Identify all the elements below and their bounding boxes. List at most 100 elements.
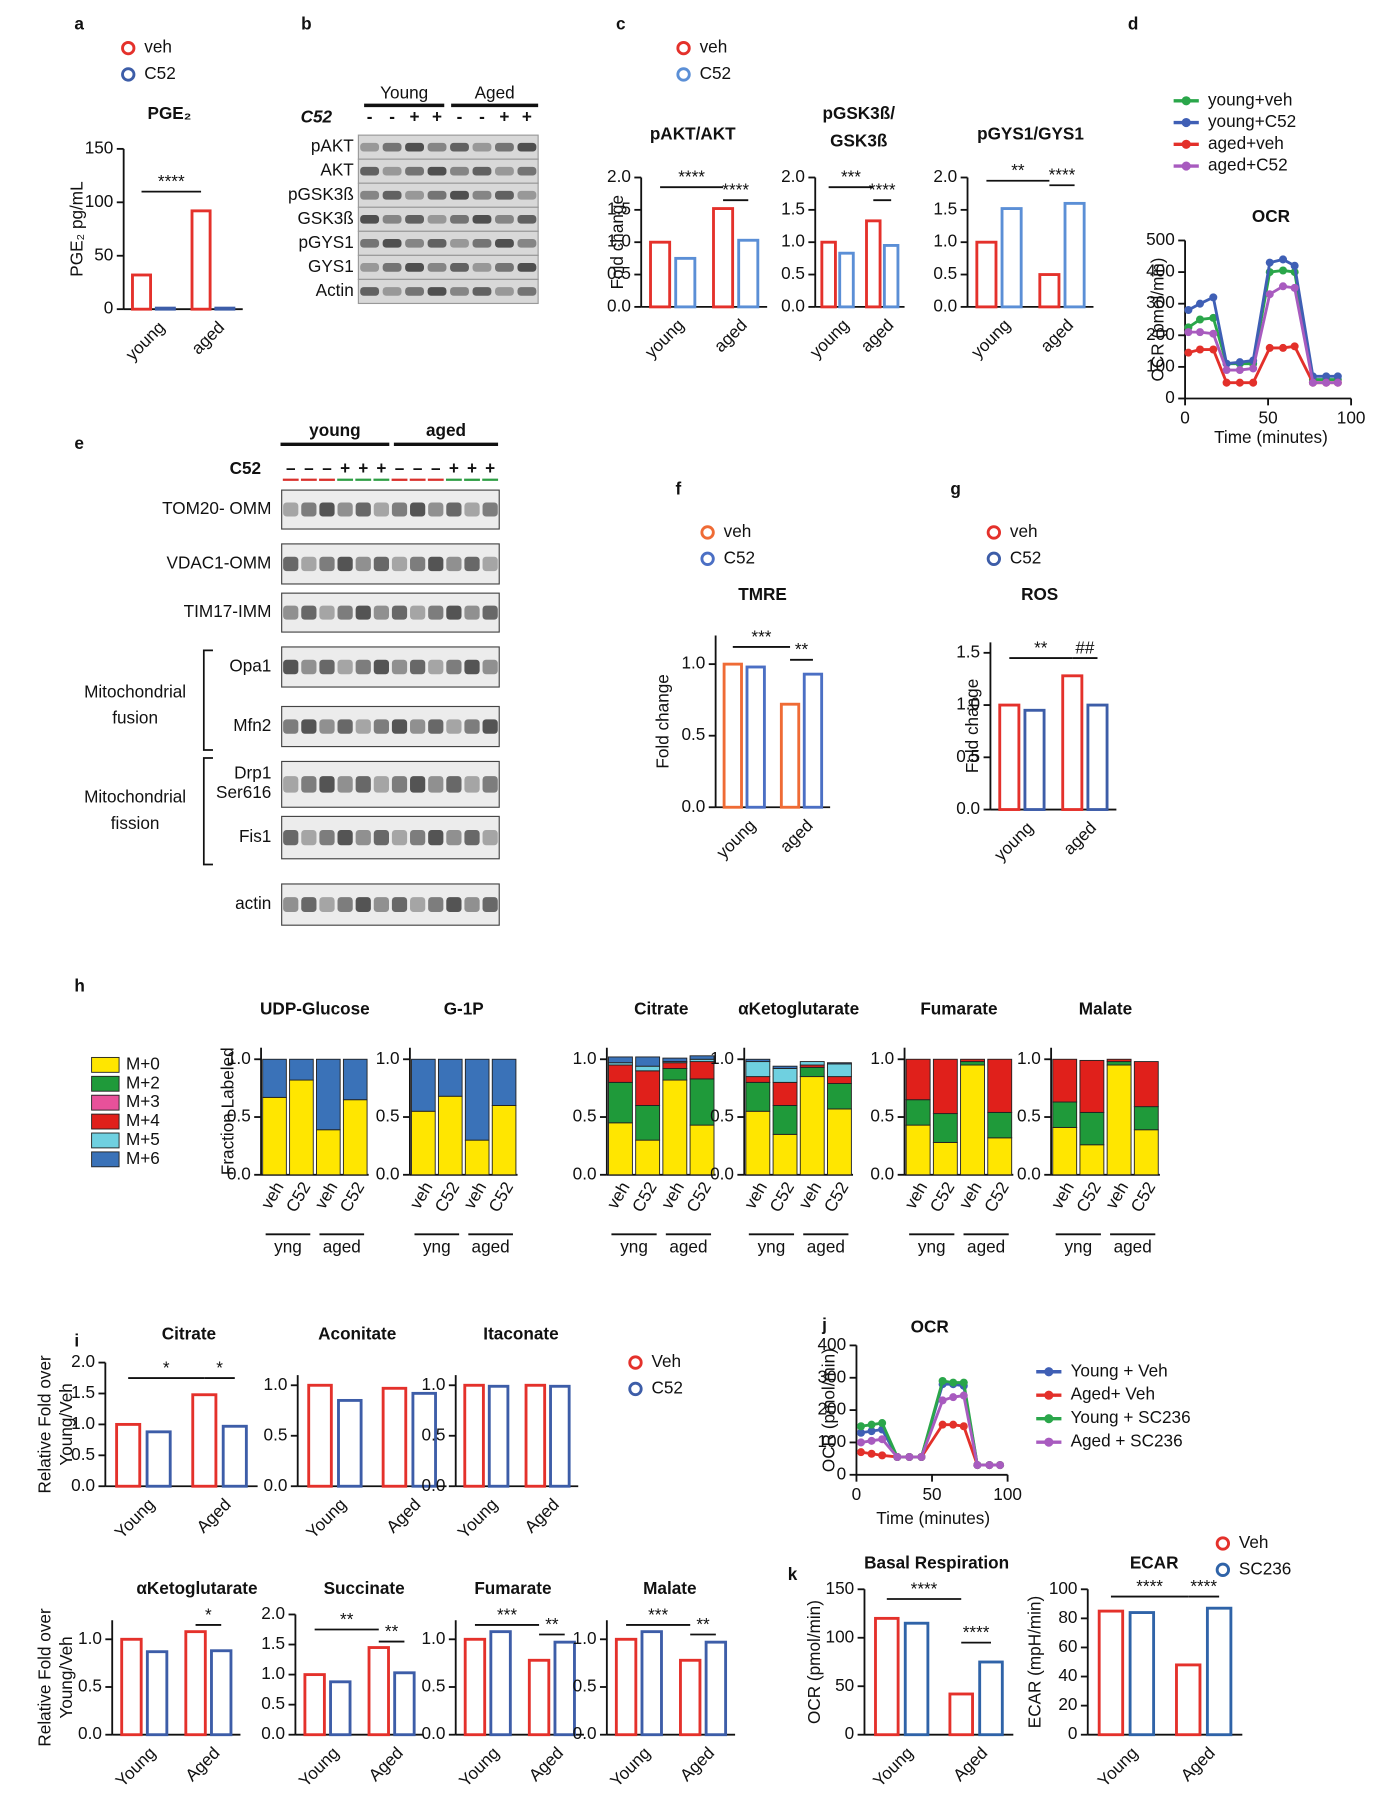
treatment-sign: – [395,458,405,478]
x-tick-label: Young [110,1494,158,1542]
significance-label: **** [678,167,705,187]
y-axis-label: Fold change [962,679,982,773]
blot-row-label: pAKT [311,136,354,156]
blot-band [472,142,492,152]
stack-segment [799,1061,825,1066]
blot-band [337,502,353,517]
blot-band [428,605,444,620]
blot-band [405,239,424,248]
y-tick-label: 0 [1068,1723,1078,1743]
blot-band [450,263,469,272]
legend-marker [1044,1390,1054,1400]
blot-band [319,776,335,793]
blot-band [301,897,317,912]
blot-band [301,719,317,734]
blot-band [410,502,426,517]
legend-marker [1215,1562,1231,1577]
x-tick-label: Aged [181,1743,223,1785]
x-tick-label: C52 [1072,1178,1105,1215]
x-tick-label: C52 [980,1178,1013,1215]
chart-title: OCR [911,1317,950,1337]
panel-label: c [616,14,626,34]
blot-band [464,776,480,793]
blot-band [517,239,537,248]
point [1235,366,1244,375]
stack-segment [905,1058,931,1101]
significance-label: *** [497,1604,517,1624]
y-tick-label: 0.0 [78,1723,102,1743]
significance-label: **** [1190,1576,1217,1596]
y-tick-label: 2.0 [71,1351,95,1371]
stack-segment [932,1141,958,1176]
stack-segment [827,1108,852,1176]
group-label: yng [1064,1237,1092,1257]
y-tick-label: 1.0 [956,694,980,714]
blot-band [427,239,447,248]
legend-label: young+veh [1208,89,1292,109]
blot-band [391,556,408,572]
blot-band [427,190,447,200]
blot-band [283,605,299,620]
stack-segment [772,1068,798,1083]
stack-segment [799,1066,825,1078]
bar [1175,1663,1202,1737]
chart-title: ROS [1021,584,1058,604]
stack-segment [262,1096,287,1176]
y-tick-label: 0.5 [573,1106,597,1126]
bar [221,1424,248,1488]
blot-band [410,556,426,572]
legend-label: SC236 [1239,1558,1291,1578]
stack-segment [635,1065,661,1072]
x-tick-label: C52 [925,1178,958,1215]
treatment-label: C52 [301,106,333,126]
x-tick-label: Aged [192,1494,234,1536]
blot-band [410,829,426,846]
legend-marker [1044,1414,1054,1424]
treatment-sign: - [389,106,395,126]
group-bracket [202,757,213,866]
bar [411,1391,437,1488]
bar [1023,708,1046,811]
blot-band [337,659,353,675]
stack-segment [608,1056,633,1064]
blot-strip [281,592,500,633]
blot-band [464,556,480,572]
blot-band [495,214,514,224]
blot-strip [281,543,500,585]
bar [1205,1606,1233,1737]
blot-header: young [309,420,360,440]
x-tick-label: aged [776,815,817,856]
blot-band [360,287,380,296]
blot-band [482,556,498,572]
y-tick-label: 2.0 [933,166,957,186]
y-axis-label: Fraction Labeled [218,1047,238,1175]
blot-band [360,190,380,200]
y-tick-label: 0.0 [681,796,705,816]
blot-band [337,829,353,846]
blot-band [464,829,480,846]
blot-band [283,659,299,675]
point [856,1428,866,1437]
bar [184,1630,207,1737]
point [1196,345,1205,354]
y-axis-label: OCR (pmol/min) [819,1348,839,1472]
blot-band [373,605,389,620]
significance-label: ** [1034,637,1048,657]
point [1184,348,1193,357]
blot-band [464,719,480,734]
point [1279,266,1288,275]
legend-label: M+5 [126,1129,160,1149]
blot-band [360,142,380,152]
panel-label: g [950,479,960,499]
blot-band [482,776,498,793]
blot-band [382,190,402,200]
stack-segment [1052,1058,1078,1103]
stack-segment [316,1129,341,1176]
stack-segment [635,1070,661,1106]
bar [737,238,760,309]
x-tick-label: Young [1093,1743,1141,1791]
blot-band [464,605,480,620]
point [996,1461,1005,1470]
blot-band [495,142,514,152]
y-tick-label: 0.5 [422,1424,446,1444]
